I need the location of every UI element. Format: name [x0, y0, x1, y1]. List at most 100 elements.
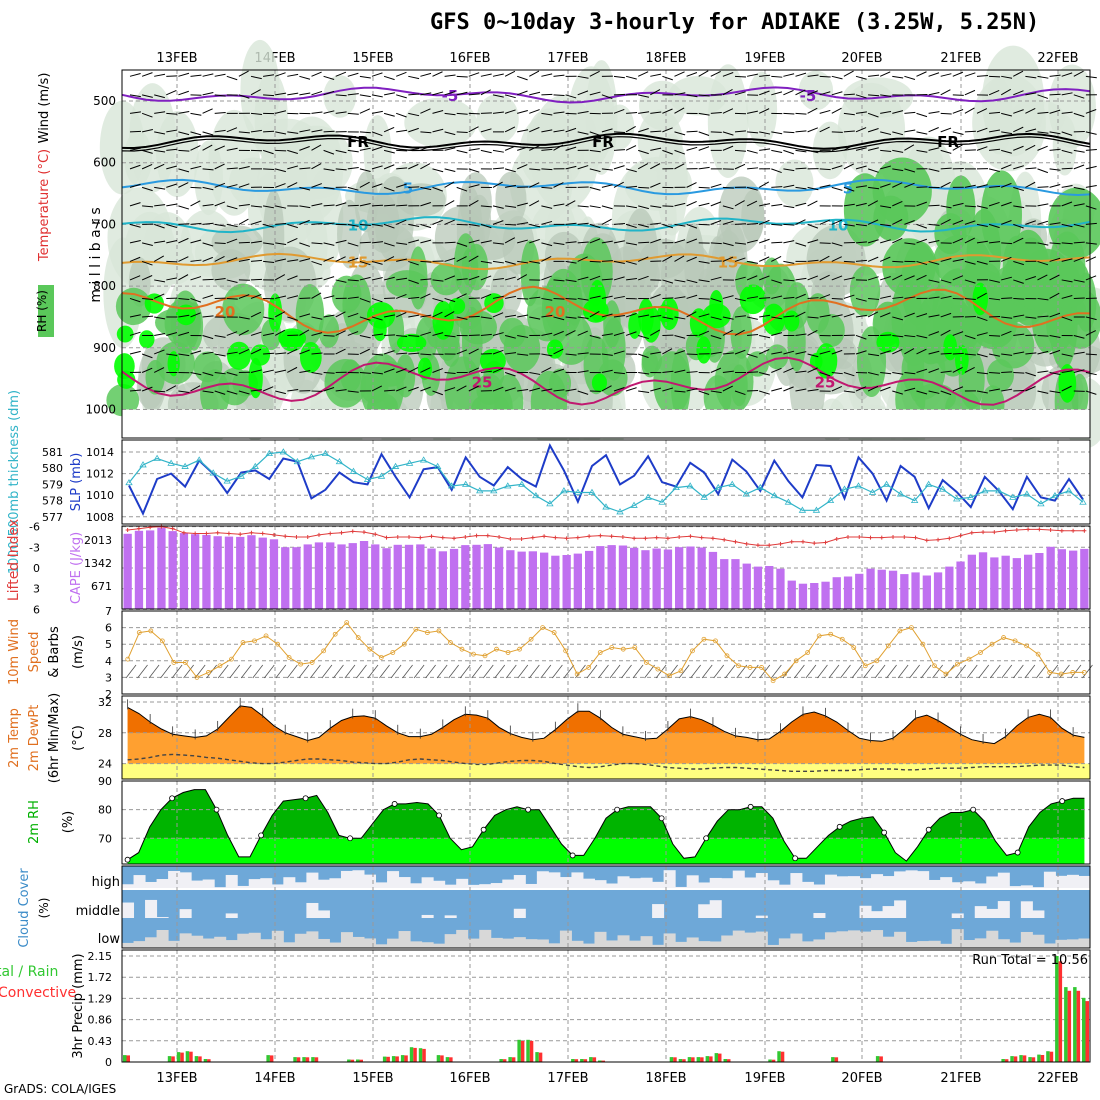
isotherm-label: FR	[347, 133, 369, 151]
rh2m-tick: 80	[98, 804, 112, 817]
wind-barb	[287, 237, 298, 244]
wind-barb	[154, 204, 166, 207]
rh-blob-80	[915, 317, 947, 365]
wind-barb	[129, 297, 141, 303]
wind-barb	[722, 108, 734, 114]
wind-barb	[952, 71, 964, 77]
lifted-index-marker	[485, 533, 490, 538]
wind-barb	[553, 203, 565, 207]
wind-barb	[916, 112, 928, 118]
cloud-high-clear	[1055, 875, 1068, 888]
wind-barb	[541, 73, 553, 77]
wind-speed-marker	[125, 656, 131, 662]
dewpoint-line	[127, 753, 1085, 772]
precip-total-bar	[499, 1059, 503, 1062]
surface-wind-barb	[701, 664, 713, 679]
precip-convective-bar	[682, 1059, 686, 1062]
wind-barb	[166, 112, 178, 115]
cape-bar	[990, 557, 999, 609]
cloud-high-clear	[1043, 871, 1056, 888]
cape-bar	[326, 542, 335, 609]
wind-speed-marker	[482, 653, 488, 659]
wind-barb	[746, 73, 758, 77]
wind-barb	[359, 202, 371, 207]
cloud-low-fill	[801, 941, 814, 948]
wind-barb	[480, 112, 492, 114]
wind-barb	[686, 200, 697, 207]
wind-barb	[1085, 353, 1097, 356]
wind-barb	[867, 200, 879, 207]
rh-blob-80	[360, 372, 389, 404]
lifted-index-marker	[564, 536, 569, 541]
wind-barb	[396, 242, 408, 245]
wind-barb	[940, 181, 951, 188]
wind-barb	[178, 90, 189, 96]
thickness-marker	[840, 485, 849, 492]
wind-barb	[468, 168, 480, 173]
lifted-index-marker	[283, 534, 288, 539]
cloud-low-fill	[352, 936, 365, 948]
surface-wind-barb	[690, 664, 701, 679]
wind-barb	[359, 334, 371, 339]
wind-barb	[928, 92, 940, 96]
wind-barb	[916, 71, 927, 77]
wind-barb	[129, 389, 142, 392]
wind-barb	[359, 108, 371, 114]
cloud-low-fill	[882, 936, 895, 948]
wind-barb	[529, 182, 540, 188]
cape-tick: 1342	[84, 557, 112, 570]
wind-barb	[432, 219, 443, 225]
wind-barb	[1001, 201, 1012, 207]
wind-barb	[928, 279, 940, 283]
thickness-tick: 579	[42, 478, 63, 491]
cape-bar	[821, 581, 830, 609]
rh2m-marker	[881, 829, 888, 836]
wind-barb	[577, 165, 589, 170]
wind-barb	[601, 205, 613, 210]
rh-blob-90	[546, 339, 564, 359]
wind-barb	[1085, 109, 1097, 114]
rh2m-high-area	[144, 789, 1085, 839]
wind-barb	[529, 168, 541, 171]
wind-barb	[916, 131, 928, 135]
wind-barb	[420, 331, 432, 336]
wind-barb	[1025, 181, 1036, 188]
wind-barb	[626, 277, 638, 281]
wind-barb	[504, 109, 516, 114]
rh-blob-90	[279, 330, 304, 352]
precip-tick: 1.72	[88, 971, 113, 984]
cape-bar	[877, 569, 886, 609]
wind-barb	[650, 130, 662, 133]
cloud-middle-clear	[513, 908, 526, 918]
wind-barb	[867, 219, 879, 225]
surface-wind-barb	[540, 664, 552, 679]
wind-barb	[771, 351, 783, 355]
precip-total-bar	[176, 1052, 181, 1062]
wind-barb	[468, 184, 480, 188]
lifted-index-tick: 6	[33, 603, 40, 616]
wind-barb	[734, 223, 747, 225]
wind-barb	[299, 186, 311, 191]
rh-blob-30	[129, 83, 176, 193]
wind-speed-marker	[620, 646, 626, 652]
wind-barb	[807, 149, 819, 154]
wind-speed-marker	[194, 675, 200, 680]
wind-barb	[855, 350, 867, 355]
wind-barb	[613, 222, 626, 225]
wind-barb	[892, 334, 904, 338]
wind-speed-marker	[632, 645, 638, 650]
cloud-low-fill	[559, 930, 572, 948]
wind-barb	[698, 279, 710, 283]
surface-wind-barb	[171, 664, 183, 679]
wind-barb	[601, 218, 612, 225]
cape-bar	[517, 551, 526, 609]
wind-background	[122, 611, 1090, 694]
wind-barb	[771, 367, 782, 373]
wind-barb	[831, 371, 843, 375]
wind-barb	[625, 125, 636, 133]
lifted-index-marker	[395, 534, 400, 539]
wind-barb	[601, 369, 613, 373]
wind-barb	[601, 184, 613, 188]
wind-barb	[722, 370, 734, 373]
wind-barb	[1001, 182, 1012, 188]
